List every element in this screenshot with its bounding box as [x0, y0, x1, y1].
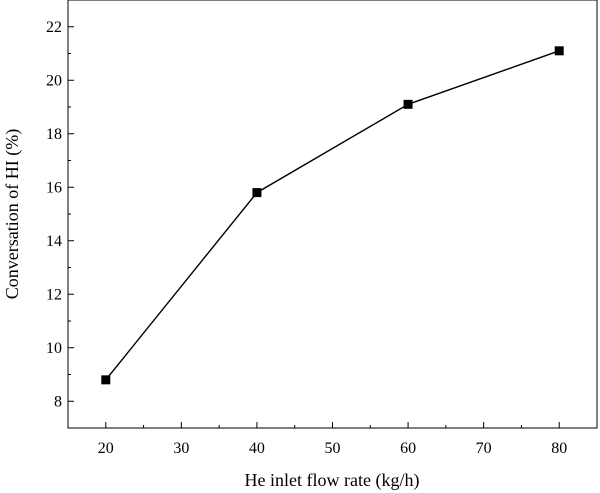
plot-area [67, 0, 598, 429]
x-tick-label: 50 [325, 440, 341, 457]
y-tick-label: 8 [54, 393, 62, 410]
y-axis-tick-labels: 8 10 12 14 16 18 20 22 [46, 19, 62, 411]
y-tick-label: 20 [46, 72, 62, 89]
x-axis-tick-labels: 20 30 40 50 60 70 80 [98, 440, 567, 457]
data-point-marker [252, 188, 262, 198]
x-axis-title: He inlet flow rate (kg/h) [245, 470, 420, 491]
y-axis-ticks [68, 26, 74, 402]
y-tick-label: 14 [46, 233, 62, 250]
y-tick-label: 16 [46, 179, 62, 196]
data-point-marker [403, 99, 413, 109]
y-tick-label: 12 [46, 286, 62, 303]
y-tick-label: 22 [46, 19, 62, 36]
series-line [105, 50, 560, 381]
y-tick-label: 18 [46, 126, 62, 143]
data-point-marker [101, 375, 111, 385]
x-tick-label: 70 [476, 440, 492, 457]
x-tick-label: 60 [400, 440, 416, 457]
y-tick-label: 10 [46, 340, 62, 357]
x-tick-label: 30 [173, 440, 189, 457]
series-markers [101, 46, 564, 385]
data-point-marker [554, 46, 564, 56]
x-tick-label: 20 [98, 440, 114, 457]
x-tick-label: 80 [551, 440, 567, 457]
y-axis-title: Conversation of HI (%) [2, 129, 23, 299]
x-axis-ticks [105, 422, 560, 428]
x-tick-label: 40 [249, 440, 265, 457]
